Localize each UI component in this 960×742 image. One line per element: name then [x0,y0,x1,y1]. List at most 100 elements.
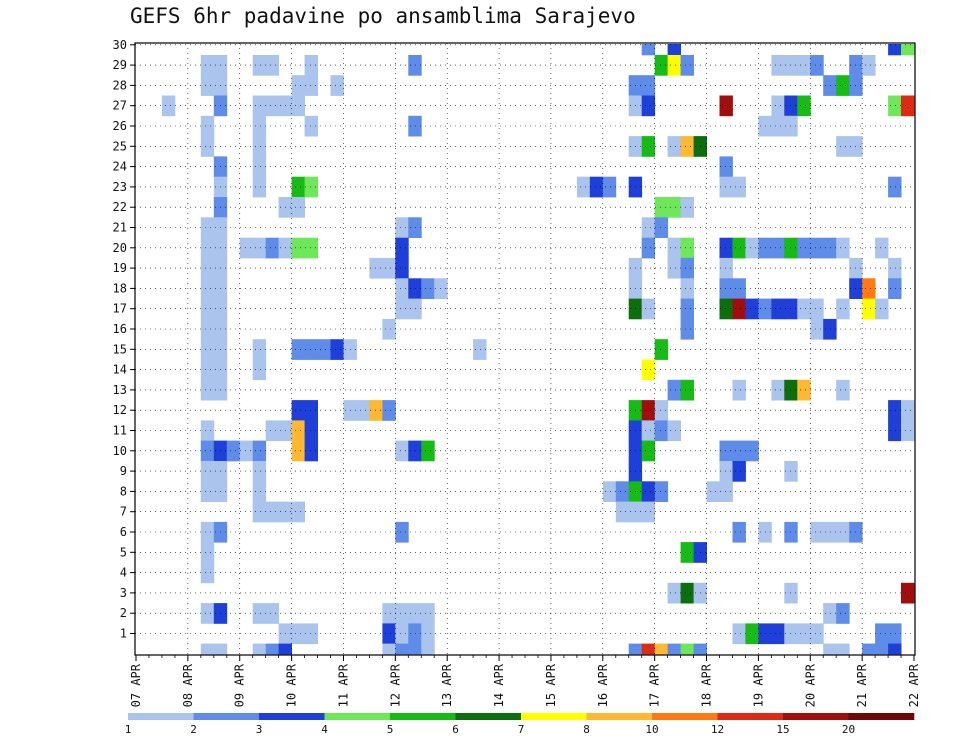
x-tick-label: 20 APR [803,663,817,707]
data-cell [888,623,902,645]
data-cell [200,55,215,76]
y-tick-label: 18 [113,281,127,295]
y-tick-label: 24 [113,160,127,174]
data-cell [654,420,669,442]
y-tick-label: 5 [120,545,127,559]
data-cell [265,95,280,117]
data-cell [395,217,409,238]
data-cell [823,318,837,340]
data-cell [732,176,746,198]
data-cell [395,257,409,279]
data-cell [576,176,591,198]
color-legend: 1 2 3 4 5 6 7 8 10 12 15 20 [125,713,915,736]
data-cell [875,643,889,655]
data-cell [291,339,305,360]
data-cell [252,55,267,76]
data-cell [680,582,694,604]
data-cell [888,278,902,299]
data-cell [291,237,305,259]
data-cell [252,359,267,381]
data-cell [901,95,915,117]
legend-label: 6 [452,723,459,736]
legend-label: 2 [190,723,197,736]
data-cell [278,643,292,655]
data-cell [810,318,824,340]
data-cell [304,55,318,76]
data-cell [382,318,396,340]
data-cell [641,501,656,523]
legend-swatch [521,713,587,720]
data-cell [252,643,267,655]
data-cell [641,298,656,320]
y-tick-label: 14 [113,363,127,377]
data-cell [771,298,785,320]
data-cell [680,643,694,655]
y-tick-label: 8 [120,484,127,498]
data-cell [602,481,617,502]
data-cells-layer [161,44,915,655]
legend-swatch [652,713,718,720]
data-cell [836,237,850,259]
data-cell [654,217,669,238]
data-cell [719,461,733,482]
data-cell [200,562,215,584]
data-cell [304,115,318,137]
data-cell [667,237,681,259]
data-cell [330,339,344,360]
data-cell [200,359,215,381]
data-cell [797,237,811,259]
data-cell [200,603,215,624]
x-tick-label: 08 APR [181,663,195,707]
data-cell [200,257,215,279]
data-cell [680,278,694,299]
y-tick-label: 28 [113,78,127,92]
data-cell [317,339,331,360]
data-cell [719,481,733,502]
data-cell [862,643,876,655]
data-cell [252,440,267,462]
data-cell [200,339,215,360]
x-tick-label: 21 APR [855,663,869,707]
data-cell [745,623,759,645]
data-cell [304,440,318,462]
data-cell [901,400,915,421]
data-cell [810,237,824,259]
data-cell [654,197,669,218]
data-cell [200,440,215,462]
data-cell [888,643,902,655]
data-cell [654,643,669,655]
y-tick-label: 12 [113,403,127,417]
data-cell [304,339,318,360]
data-cell [200,481,215,502]
legend-label: 20 [842,723,855,736]
data-cell [888,176,902,198]
data-cell [200,136,215,157]
data-cell [823,521,837,543]
data-cell [875,623,889,645]
data-cell [810,55,824,76]
data-cell [680,542,694,563]
data-cell [589,176,604,198]
data-cell [200,298,215,320]
data-cell [875,237,889,259]
data-cell [836,643,850,655]
data-cell [888,95,902,117]
data-cell [641,136,656,157]
data-cell [654,400,669,421]
y-tick-label: 16 [113,322,127,336]
data-cell [680,257,694,279]
data-cell [641,481,656,502]
y-tick-label: 21 [113,221,127,235]
x-tick-label: 16 APR [596,663,610,707]
data-cell [213,643,228,655]
data-cell [901,420,915,442]
data-cell [836,298,850,320]
data-cell [200,75,215,96]
data-cell [304,176,318,198]
data-cell [252,115,267,137]
data-cell [797,95,811,117]
data-cell [304,237,318,259]
data-cell [888,257,902,279]
data-cell [797,298,811,320]
data-cell [421,278,435,299]
